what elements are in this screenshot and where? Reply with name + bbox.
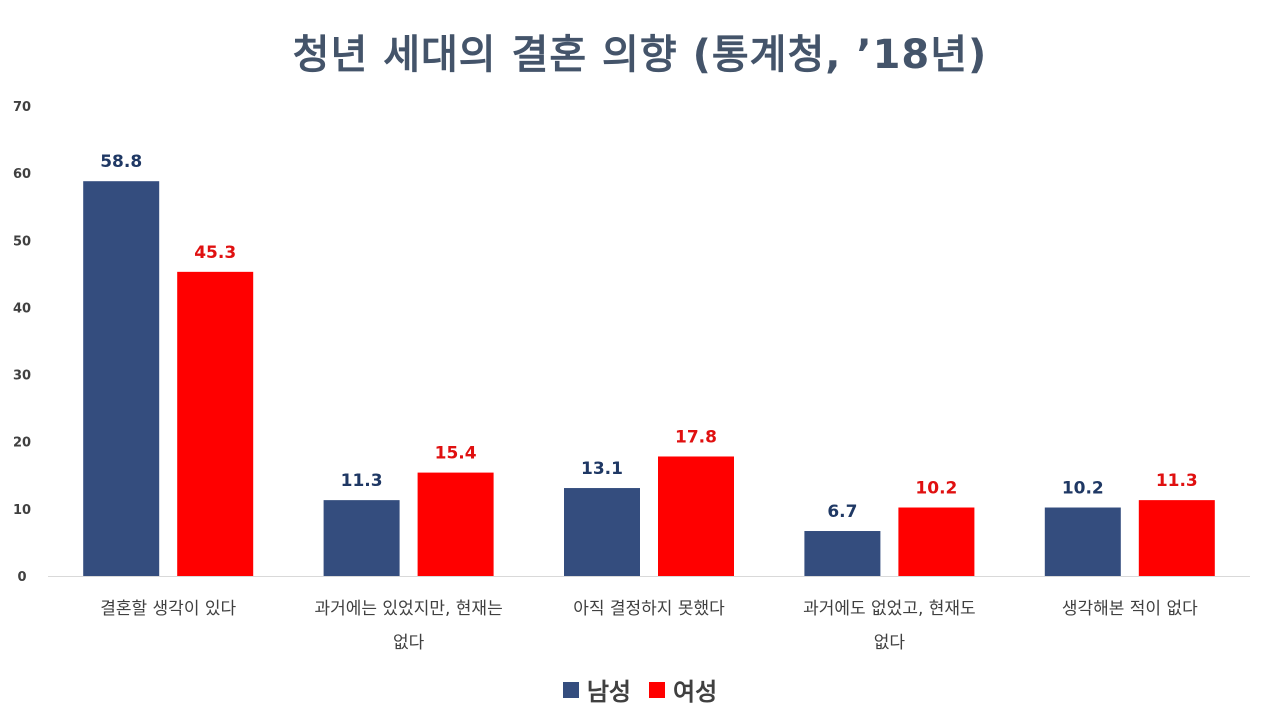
bar (417, 472, 494, 576)
data-label: 13.1 (581, 459, 623, 479)
x-tick-label: 없다 (874, 633, 906, 653)
data-label: 17.8 (675, 427, 717, 447)
data-label: 58.8 (100, 152, 142, 172)
legend: 남성 여성 (0, 672, 1280, 707)
y-tick-label: 40 (13, 301, 31, 316)
bar (564, 488, 640, 576)
y-axis: 0 10 20 30 40 50 60 70 (13, 100, 31, 585)
bar (1044, 507, 1121, 576)
data-label: 45.3 (194, 243, 236, 263)
data-label: 6.7 (827, 502, 857, 522)
legend-label: 여성 (673, 678, 718, 706)
data-label: 10.2 (1062, 479, 1104, 499)
legend-swatch (649, 681, 665, 698)
x-tick-label: 과거에는 있었지만, 현재는 (314, 599, 502, 619)
y-tick-label: 60 (13, 167, 31, 182)
bar (1138, 500, 1215, 576)
legend-item: 여성 (649, 672, 717, 707)
y-tick-label: 0 (17, 570, 26, 585)
x-tick-label: 아직 결정하지 못했다 (573, 599, 725, 619)
data-labels: 58.8 45.3 11.3 15.4 13.1 17.8 6.7 10.2 10.2 11.3 (100, 152, 1198, 522)
data-label: 15.4 (435, 444, 477, 464)
chart-title: 청년 세대의 결혼 의향 (통계청, ’18년) (292, 32, 988, 78)
data-label: 10.2 (915, 479, 957, 499)
y-tick-label: 70 (13, 100, 31, 115)
legend-item: 남성 (562, 672, 631, 707)
bar (658, 456, 734, 576)
legend-swatch (562, 681, 579, 698)
x-tick-label: 결혼할 생각이 있다 (100, 599, 236, 619)
bar (898, 507, 975, 576)
x-tick-label: 없다 (393, 633, 425, 653)
bar (83, 181, 160, 576)
bars (83, 181, 1215, 576)
bar (804, 531, 881, 576)
bar (323, 500, 400, 576)
bar (177, 271, 254, 576)
data-label: 11.3 (341, 471, 383, 491)
legend-label: 남성 (586, 678, 631, 706)
y-tick-label: 30 (13, 369, 31, 384)
y-tick-label: 10 (13, 503, 31, 518)
y-tick-label: 50 (13, 234, 31, 249)
data-label: 11.3 (1156, 471, 1198, 491)
x-tick-label: 생각해본 적이 없다 (1062, 599, 1198, 619)
y-tick-label: 20 (13, 436, 31, 451)
x-tick-label: 과거에도 없었고, 현재도 (803, 599, 976, 619)
